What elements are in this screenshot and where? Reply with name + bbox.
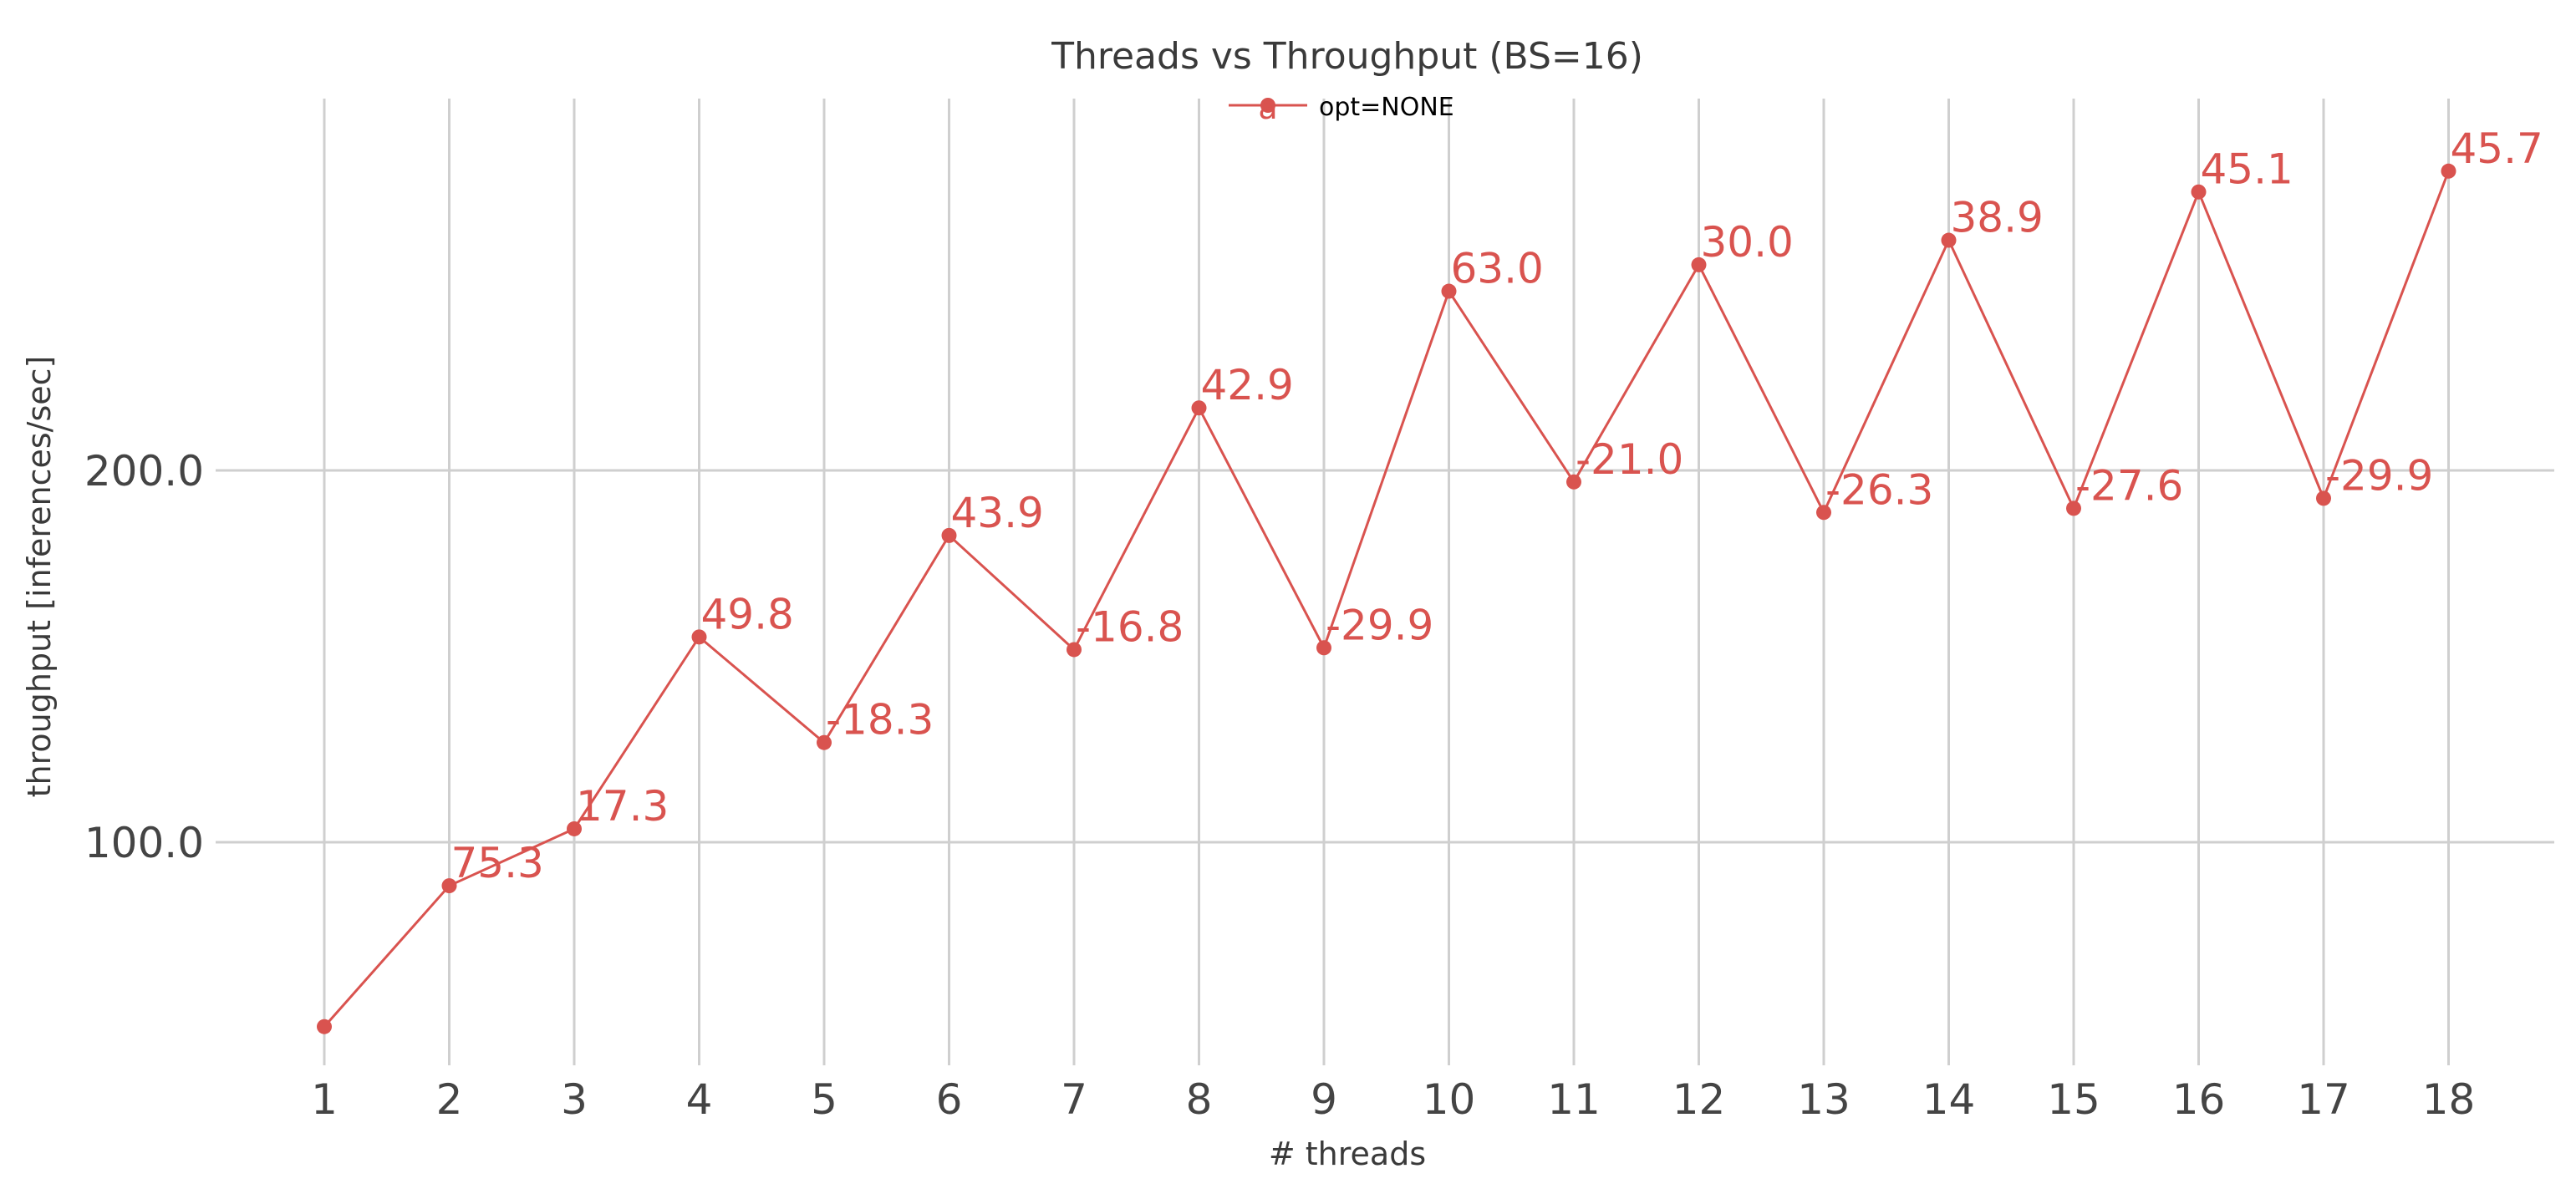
x-tick-label: 8 [1186, 1075, 1213, 1124]
data-label: -27.6 [2075, 461, 2183, 510]
chart-title: Threads vs Throughput (BS=16) [1051, 35, 1643, 78]
data-point [1691, 257, 1707, 272]
data-label: 30.0 [1701, 218, 1794, 267]
legend: a opt=NONE [1229, 89, 1454, 126]
data-label: 45.1 [2201, 145, 2293, 194]
data-point [1566, 474, 1581, 490]
data-label: 17.3 [576, 782, 669, 831]
x-tick-label: 1 [311, 1075, 338, 1124]
data-labels: 75.3 17.3 49.8 -18.3 43.9 -16.8 42.9 -29.9 63.0 -… [451, 124, 2543, 887]
data-point [1067, 642, 1082, 658]
data-label: -26.3 [1825, 465, 1933, 514]
series-line [323, 170, 2450, 1028]
data-label: -29.9 [1326, 601, 1433, 649]
data-point [941, 527, 957, 543]
x-tick-label: 6 [936, 1075, 963, 1124]
data-point [2191, 184, 2207, 200]
x-tick-label: 14 [1922, 1075, 1976, 1124]
x-tick-label: 17 [2297, 1075, 2350, 1124]
data-point [317, 1019, 332, 1034]
x-tick-label: 13 [1797, 1075, 1851, 1124]
data-point [567, 821, 582, 836]
data-point [1316, 640, 1331, 656]
data-label: 38.9 [1951, 194, 2044, 242]
series-layer [317, 163, 2456, 1034]
data-point [691, 629, 707, 645]
x-tick-label: 18 [2422, 1075, 2476, 1124]
x-axis-label: # threads [1269, 1135, 1426, 1172]
data-label: 49.8 [701, 590, 794, 638]
x-tick-label: 3 [561, 1075, 588, 1124]
x-tick-label: 9 [1311, 1075, 1337, 1124]
x-tick-label: 10 [1423, 1075, 1476, 1124]
data-label: -16.8 [1076, 602, 1184, 651]
legend-entry-opt-none: opt=NONE [1319, 93, 1454, 122]
data-point [2316, 490, 2331, 506]
data-label: 75.3 [451, 839, 544, 887]
x-tick-label: 2 [436, 1075, 463, 1124]
data-point [2066, 500, 2081, 516]
y-tick-label: 100.0 [84, 819, 204, 867]
x-tick-label: 16 [2172, 1075, 2226, 1124]
x-tick-label: 12 [1672, 1075, 1726, 1124]
data-label: -29.9 [2325, 451, 2433, 500]
y-tick-label: 200.0 [84, 447, 204, 495]
data-point [1441, 283, 1457, 299]
data-point [1191, 400, 1207, 416]
legend-marker-swatch [1260, 98, 1275, 113]
x-tick-label: 4 [686, 1075, 713, 1124]
data-point [817, 734, 832, 750]
data-label: 63.0 [1451, 245, 1544, 293]
data-label: 42.9 [1201, 361, 1294, 409]
x-tick-label: 11 [1547, 1075, 1601, 1124]
data-point [1941, 232, 1957, 248]
x-tick-label: 5 [811, 1075, 837, 1124]
data-point [441, 878, 457, 894]
data-label: -18.3 [826, 696, 934, 744]
data-point [2441, 163, 2456, 179]
data-label: -21.0 [1576, 435, 1683, 484]
data-point [1816, 505, 1831, 521]
legend-marker-text: a [1258, 89, 1277, 126]
data-label: 43.9 [951, 489, 1044, 537]
x-tick-label: 15 [2047, 1075, 2100, 1124]
y-axis-label: throughput [inferences/sec] [21, 356, 58, 798]
data-label: 45.7 [2451, 124, 2543, 173]
x-tick-label: 7 [1061, 1075, 1087, 1124]
